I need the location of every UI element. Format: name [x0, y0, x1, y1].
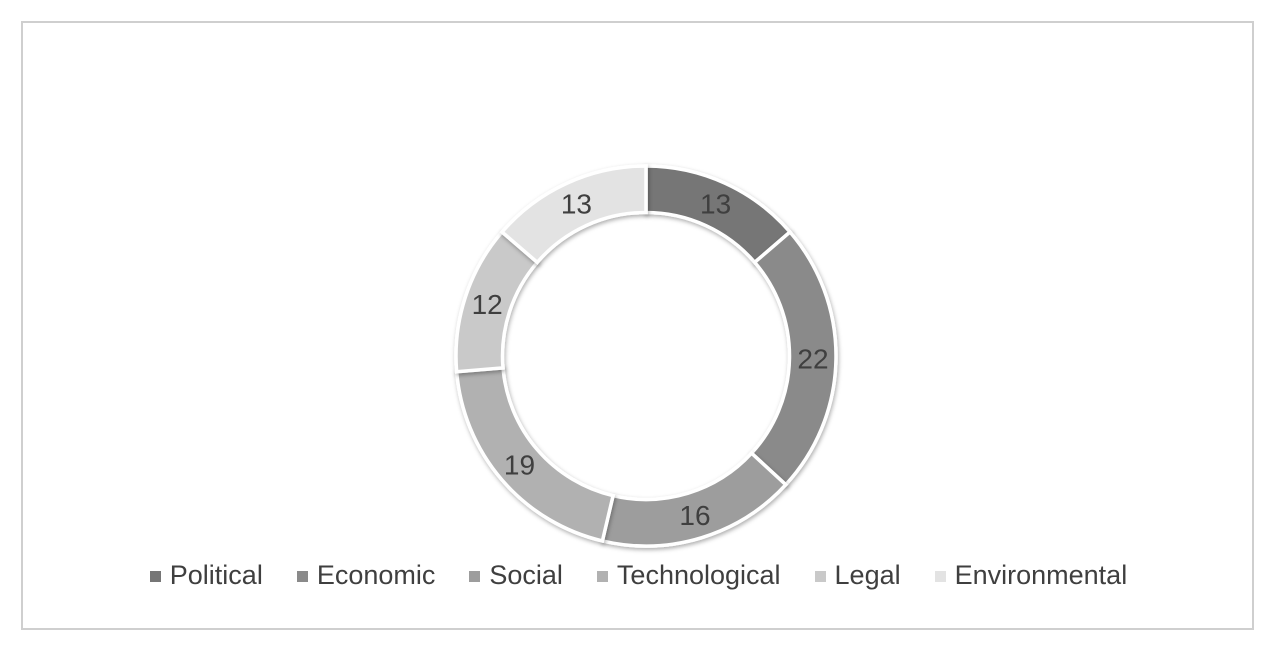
legend-item-technological[interactable]: Technological: [596, 560, 781, 591]
legend-swatch-icon: [934, 571, 946, 582]
data-label-technological: 19: [504, 449, 535, 480]
slice-environmental[interactable]: [499, 164, 648, 265]
legend-swatch-icon: [469, 571, 481, 582]
legend-swatch-icon: [596, 571, 608, 582]
legend-item-political[interactable]: Political: [149, 560, 263, 591]
data-label-environmental: 13: [561, 189, 592, 220]
legend-label: Social: [489, 560, 563, 590]
legend-item-social[interactable]: Social: [469, 560, 563, 591]
legend-swatch-icon: [149, 571, 161, 582]
legend-item-legal[interactable]: Legal: [814, 560, 901, 591]
data-label-social: 16: [679, 500, 710, 531]
data-label-economic: 22: [797, 343, 828, 374]
legend-label: Technological: [616, 560, 781, 590]
legend-label: Political: [169, 560, 263, 590]
legend-label: Environmental: [954, 560, 1128, 590]
legend-item-economic[interactable]: Economic: [296, 560, 436, 591]
doughnut-slices: [454, 164, 838, 548]
data-label-legal: 12: [472, 289, 503, 320]
legend-label: Economic: [316, 560, 436, 590]
legend-swatch-icon: [814, 571, 826, 582]
legend-swatch-icon: [296, 571, 308, 582]
chart-legend: Political Economic Social Technological Lega…: [0, 560, 1277, 591]
legend-item-environmental[interactable]: Environmental: [934, 560, 1128, 591]
legend-label: Legal: [834, 560, 901, 590]
data-labels: 13 22 16 19 12 13: [472, 189, 829, 531]
data-label-political: 13: [700, 189, 731, 220]
